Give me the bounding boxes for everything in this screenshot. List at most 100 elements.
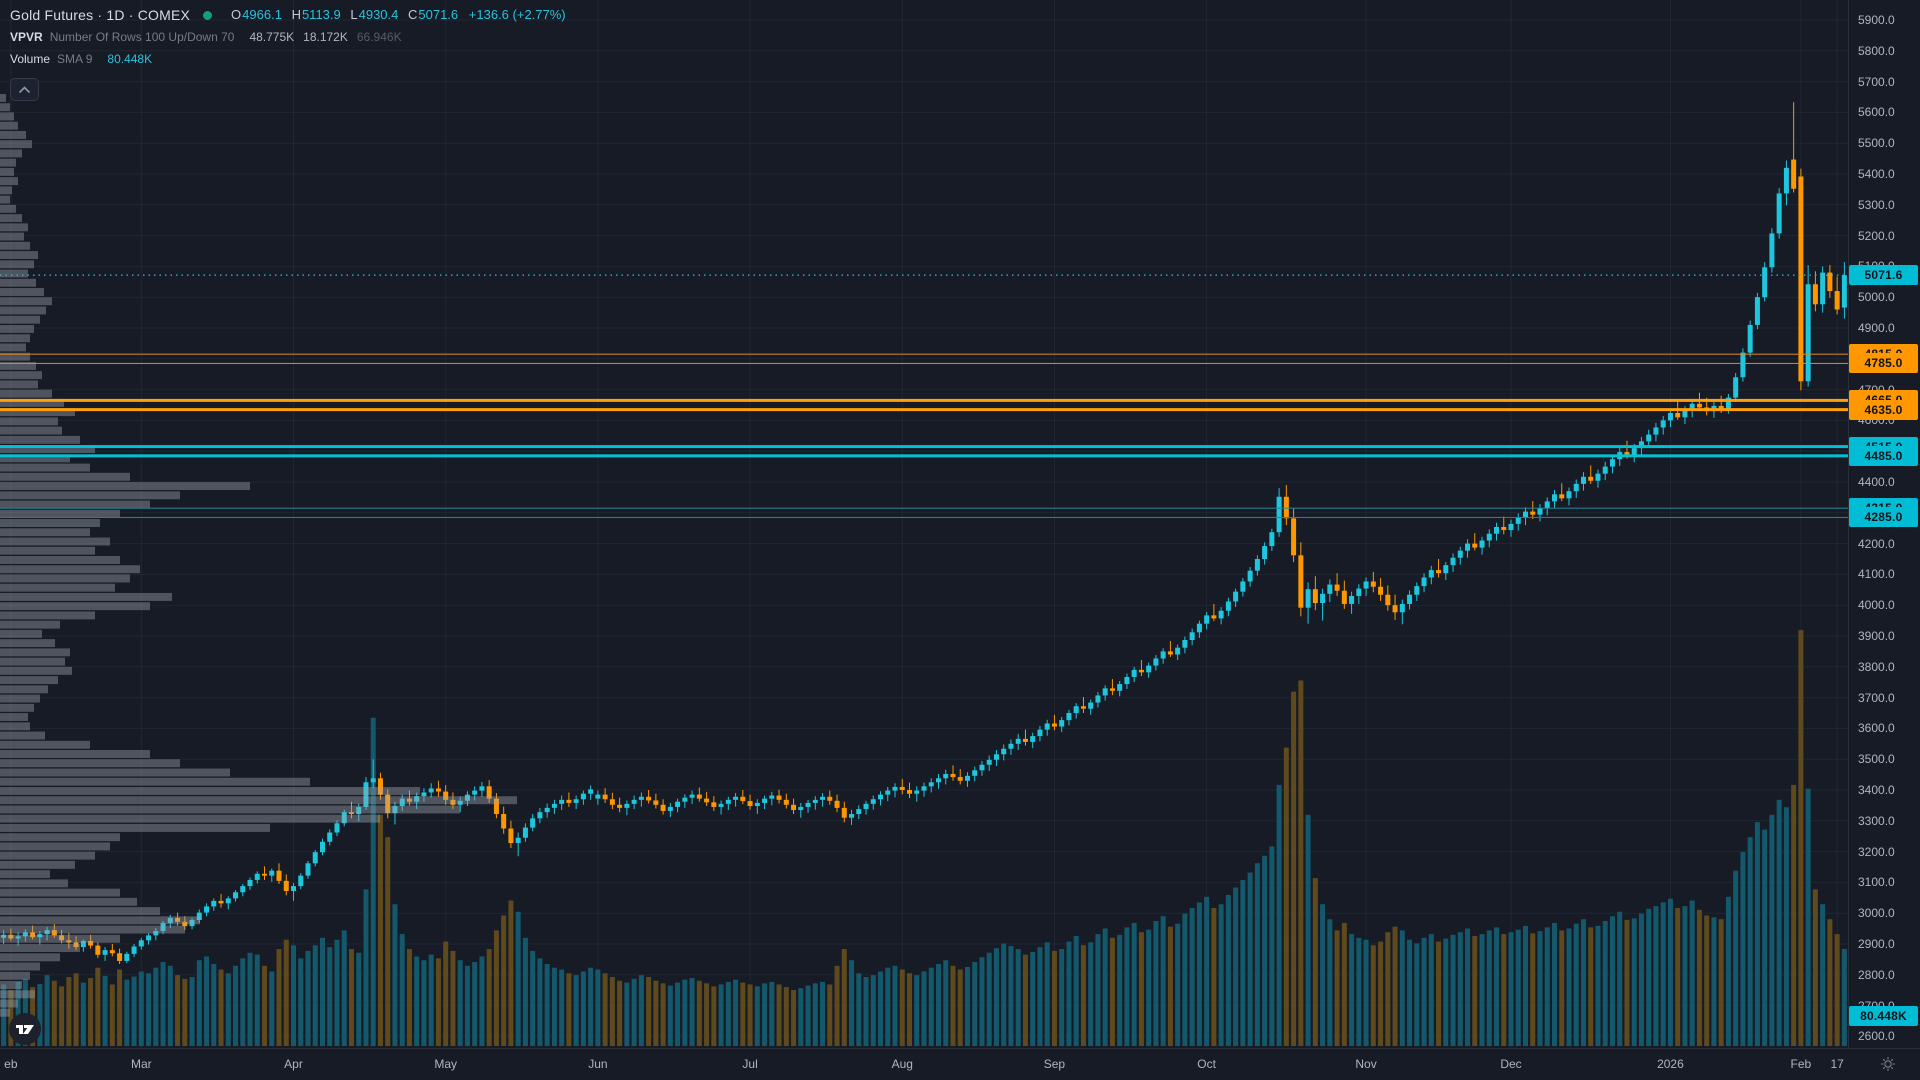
volume-bar[interactable]	[196, 960, 202, 1046]
price-chart-canvas[interactable]	[0, 0, 1848, 1048]
volume-bar[interactable]	[1841, 949, 1847, 1046]
candle[interactable]	[1327, 579, 1333, 603]
candle[interactable]	[1370, 571, 1376, 593]
candle[interactable]	[943, 769, 949, 785]
volume-bar[interactable]	[414, 956, 420, 1046]
candle[interactable]	[1551, 490, 1557, 509]
candle[interactable]	[878, 791, 884, 806]
volume-bar[interactable]	[450, 950, 456, 1046]
volume-bar[interactable]	[1247, 872, 1253, 1046]
volume-bar[interactable]	[892, 965, 898, 1046]
volume-bar[interactable]	[609, 976, 615, 1046]
volume-bar[interactable]	[305, 950, 311, 1046]
candle[interactable]	[1523, 507, 1529, 526]
candle[interactable]	[124, 951, 130, 964]
volume-bar[interactable]	[508, 900, 514, 1046]
volume-bar[interactable]	[943, 960, 949, 1046]
candle[interactable]	[928, 778, 934, 793]
volume-bar[interactable]	[1066, 941, 1072, 1046]
candle[interactable]	[1805, 265, 1811, 387]
axis-settings-gear-icon[interactable]	[1880, 1056, 1896, 1077]
volume-bar[interactable]	[124, 979, 130, 1046]
volume-bar[interactable]	[1812, 889, 1818, 1046]
candle[interactable]	[399, 794, 405, 811]
volume-bar[interactable]	[1283, 747, 1289, 1046]
volume-bar[interactable]	[1349, 934, 1355, 1046]
volume-bar[interactable]	[95, 967, 101, 1046]
volume-bar[interactable]	[1551, 922, 1557, 1046]
candle[interactable]	[1689, 398, 1695, 418]
candle[interactable]	[624, 800, 630, 816]
volume-bar[interactable]	[1262, 855, 1268, 1046]
candle[interactable]	[1754, 292, 1760, 330]
volume-bar[interactable]	[1320, 904, 1326, 1046]
volume-bar[interactable]	[899, 969, 905, 1046]
candle[interactable]	[1465, 539, 1471, 558]
candle[interactable]	[1501, 516, 1507, 535]
volume-bar[interactable]	[291, 945, 297, 1046]
volume-bar[interactable]	[479, 956, 485, 1046]
volume-bar[interactable]	[993, 948, 999, 1046]
volume-bar[interactable]	[624, 982, 630, 1046]
volume-bar[interactable]	[493, 930, 499, 1046]
indicator-collapse-button[interactable]	[10, 78, 39, 101]
candle[interactable]	[486, 780, 492, 803]
volume-bar[interactable]	[1146, 929, 1152, 1046]
candle[interactable]	[957, 769, 963, 785]
candle[interactable]	[972, 766, 978, 782]
candle[interactable]	[1479, 536, 1485, 555]
candle[interactable]	[1001, 744, 1007, 761]
candle[interactable]	[428, 783, 434, 798]
candle[interactable]	[1812, 271, 1818, 312]
candle[interactable]	[964, 772, 970, 787]
symbol-legend-row[interactable]: Gold Futures · 1D · COMEX O4966.1 H5113.…	[10, 4, 566, 26]
candle[interactable]	[602, 788, 608, 803]
volume-bar[interactable]	[1421, 937, 1427, 1046]
candle[interactable]	[1566, 487, 1572, 506]
volume-bar[interactable]	[1378, 941, 1384, 1046]
volume-bar[interactable]	[878, 971, 884, 1046]
volume-bar[interactable]	[1399, 930, 1405, 1046]
volume-bar[interactable]	[138, 971, 144, 1046]
candle[interactable]	[1457, 546, 1463, 565]
candle[interactable]	[1820, 266, 1826, 313]
volume-bar[interactable]	[1001, 943, 1007, 1046]
candle[interactable]	[1472, 533, 1478, 551]
volume-bar[interactable]	[754, 986, 760, 1046]
volume-bar[interactable]	[1138, 932, 1144, 1046]
volume-bar[interactable]	[1443, 938, 1449, 1046]
candle[interactable]	[609, 792, 615, 810]
candle[interactable]	[109, 944, 115, 957]
volume-bar[interactable]	[1740, 852, 1746, 1046]
candle[interactable]	[892, 783, 898, 798]
volume-bar[interactable]	[102, 975, 108, 1046]
candle[interactable]	[1733, 372, 1739, 402]
candle[interactable]	[1247, 567, 1253, 587]
candle[interactable]	[1740, 348, 1746, 382]
volume-bar[interactable]	[1457, 932, 1463, 1046]
volume-bar[interactable]	[805, 985, 811, 1046]
volume-bar[interactable]	[1175, 923, 1181, 1046]
volume-bar[interactable]	[638, 975, 644, 1046]
candle[interactable]	[849, 809, 855, 826]
candle[interactable]	[298, 873, 304, 890]
candle[interactable]	[1747, 320, 1753, 357]
volume-bar[interactable]	[1704, 915, 1710, 1046]
candle[interactable]	[617, 797, 623, 813]
candle[interactable]	[1254, 555, 1260, 576]
candle[interactable]	[131, 944, 137, 957]
volume-bar[interactable]	[1334, 930, 1340, 1046]
volume-bar[interactable]	[1646, 908, 1652, 1046]
candle[interactable]	[863, 800, 869, 815]
candle[interactable]	[559, 795, 565, 811]
candle[interactable]	[1486, 529, 1492, 548]
volume-bar[interactable]	[283, 939, 289, 1046]
candle[interactable]	[1138, 660, 1144, 677]
volume-bar[interactable]	[827, 984, 833, 1046]
candle[interactable]	[189, 917, 195, 930]
volume-bar[interactable]	[791, 990, 797, 1046]
volume-bar[interactable]	[1407, 939, 1413, 1046]
price-level-line[interactable]	[0, 398, 1848, 402]
candle[interactable]	[1334, 573, 1340, 596]
candle[interactable]	[1646, 429, 1652, 449]
